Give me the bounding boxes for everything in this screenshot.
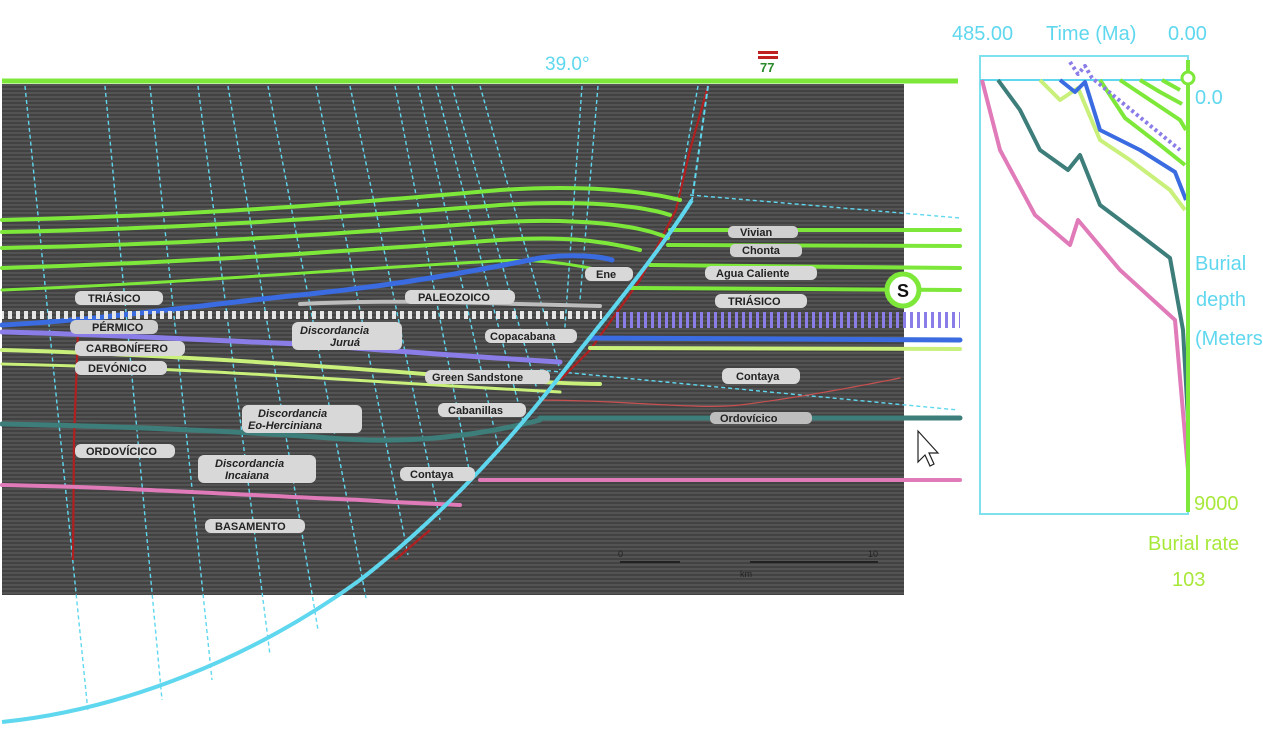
- dip-angle-label: 39.0°: [545, 54, 590, 75]
- label-triasico-left: TRIÁSICO: [88, 292, 141, 305]
- label-disc-inc-line2: Incaiana: [225, 470, 269, 482]
- burial-rate-label: Burial rate: [1148, 533, 1239, 555]
- label-copacabana: Copacabana: [490, 331, 556, 343]
- label-ordovicico-right: Ordovícico: [720, 413, 778, 425]
- label-cabanillas: Cabanillas: [448, 405, 503, 417]
- label-disc-eo-line2: Eo-Herciniana: [248, 420, 322, 432]
- fault-symbol-icon[interactable]: 77: [758, 51, 778, 75]
- svg-text:0: 0: [618, 549, 623, 559]
- scale-bar: 0 10 km: [618, 549, 878, 579]
- label-contaya-right: Contaya: [736, 371, 780, 383]
- cyan-guide-lines: [24, 85, 961, 713]
- detachment-curve: [1, 198, 694, 724]
- time-axis-title: Time (Ma): [1046, 23, 1136, 45]
- mouse-cursor-icon: [917, 429, 940, 467]
- angle-guide-line: [691, 85, 709, 201]
- svg-text:km: km: [740, 569, 752, 579]
- label-carbonifero: CARBONÍFERO: [86, 342, 168, 355]
- label-green-sandstone: Green Sandstone: [432, 372, 523, 384]
- burial-rate-value: 103: [1172, 569, 1205, 591]
- depth-top-label: 0.0: [1195, 87, 1223, 109]
- label-permico: PÉRMICO: [92, 321, 144, 334]
- label-disc-eo-line1: Discordancia: [258, 408, 327, 420]
- depth-bottom-label: 9000: [1194, 493, 1239, 515]
- label-ordovicico: ORDOVÍCICO: [86, 445, 157, 458]
- label-paleozoico: PALEOZOICO: [418, 292, 490, 304]
- label-triasico-right: TRIÁSICO: [728, 295, 781, 308]
- depth-axis-title-line1: Burial: [1195, 253, 1246, 275]
- depth-axis-title-line3: (Meters): [1195, 328, 1263, 350]
- label-basamento: BASAMENTO: [215, 521, 286, 533]
- svg-text:S: S: [897, 281, 909, 301]
- label-ene: Ene: [596, 269, 616, 281]
- label-contaya-center: Contaya: [410, 469, 454, 481]
- sample-marker[interactable]: S: [884, 271, 922, 309]
- label-disc-inc-line1: Discordancia: [215, 458, 284, 470]
- depth-axis-title-line2: depth: [1196, 289, 1246, 311]
- label-agua-caliente: Agua Caliente: [716, 268, 789, 280]
- label-devonico: DEVÓNICO: [88, 362, 147, 375]
- burial-history-panel[interactable]: [979, 55, 1196, 515]
- label-vivian: Vivian: [740, 227, 772, 239]
- label-disc-jurua-line1: Discordancia: [300, 325, 369, 337]
- time-max-label: 485.00: [952, 23, 1013, 45]
- formation-labels: TRIÁSICO PÉRMICO CARBONÍFERO DEVÓNICO OR…: [70, 226, 817, 533]
- svg-text:77: 77: [760, 60, 774, 75]
- svg-text:10: 10: [868, 549, 878, 559]
- label-disc-jurua-line2: Juruá: [330, 337, 360, 349]
- label-chonta: Chonta: [742, 245, 781, 257]
- time-min-label: 0.00: [1168, 23, 1207, 45]
